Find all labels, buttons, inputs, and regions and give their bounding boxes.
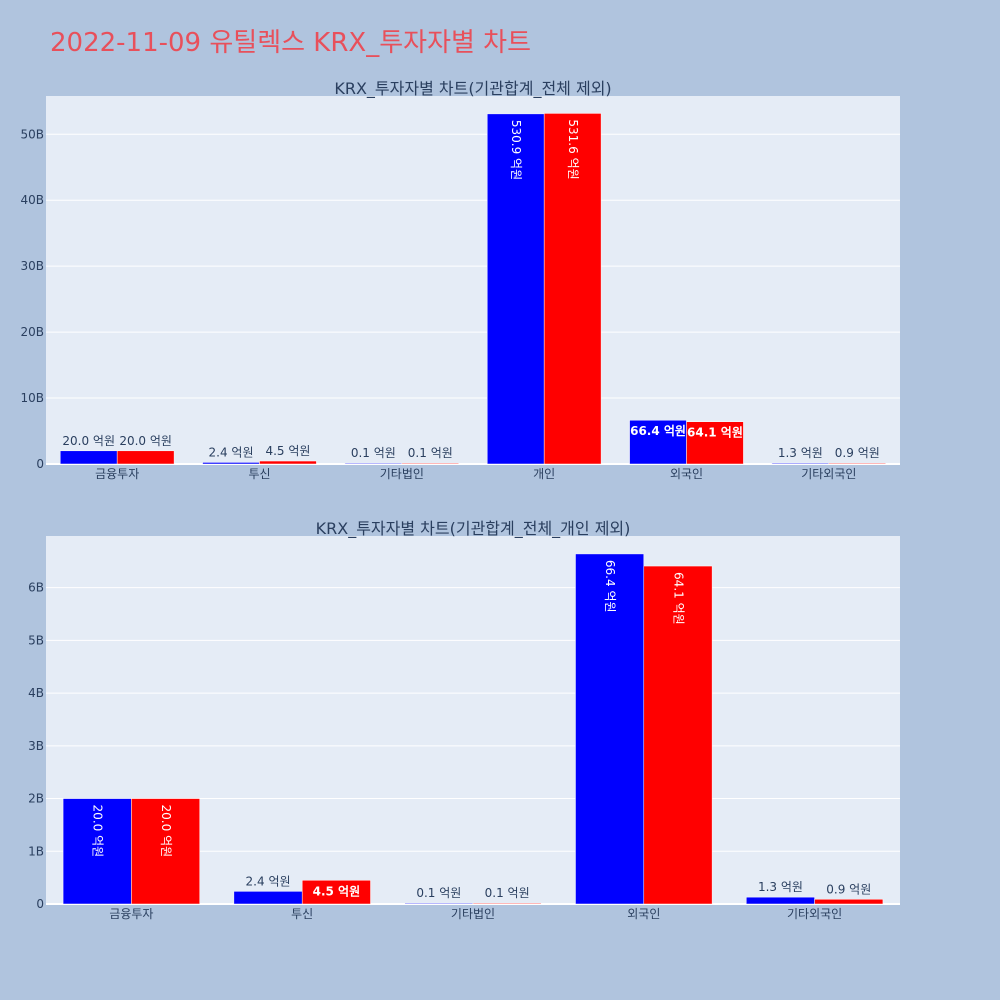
x-tick-label: 개인 [533,467,555,481]
bar-label: 0.1 억원 [416,886,461,900]
bar-label: 0.9 억원 [826,882,871,896]
bar-label: 531.6 억원 [566,119,580,179]
y-tick-label: 50B [20,127,44,141]
chart-institution-individual-excluded: 0 1B 2B 3B 4B 5B 6B KRX_투자자별 차트(기관합계_전체_개인 제외) 금… [28,519,900,921]
x-tick-label: 투신 [248,467,270,481]
bar [404,902,474,905]
x-tick-label: 기타법인 [451,907,495,921]
plot-area [46,96,900,464]
x-tick-label: 기타외국인 [787,907,842,921]
bar [259,460,317,465]
bar-label: 0.1 억원 [351,446,396,460]
bar [643,565,713,905]
x-tick-label: 외국인 [670,467,703,481]
bar-label: 4.5 억원 [265,444,310,458]
bar [771,462,830,465]
chart-title: KRX_투자자별 차트(기관합계_전체 제외) [334,79,611,99]
bar-label: 66.4 억원 [630,424,686,438]
bar [62,798,132,905]
x-tick-label: 투신 [291,907,313,921]
y-tick-label: 0 [36,457,44,471]
bar [828,462,887,465]
bar-label: 20.0 억원 [159,805,173,858]
bar-label: 20.0 억원 [62,434,115,448]
y-tick-label: 4B [28,686,44,700]
y-tick-label: 3B [28,739,44,753]
bar [629,419,687,465]
bar [131,798,200,905]
bar-label: 64.1 억원 [687,426,743,440]
bar-label: 0.1 억원 [408,446,453,460]
chart-title: KRX_투자자별 차트(기관합계_전체_개인 제외) [316,519,631,539]
y-tick-label: 0 [36,897,44,911]
bar-label: 530.9 억원 [509,120,523,180]
x-tick-label: 외국인 [627,907,660,921]
bar-label: 0.9 억원 [835,446,880,460]
bar [59,450,118,465]
y-tick-label: 40B [20,193,44,207]
x-tick-label: 금융투자 [109,907,153,921]
bar [575,553,645,905]
x-tick-label: 기타외국인 [801,467,856,481]
x-tick-label: 금융투자 [95,467,139,481]
x-tick-label: 기타법인 [380,467,424,481]
bar-label: 64.1 억원 [671,572,685,625]
y-tick-label: 10B [20,391,44,405]
y-tick-label: 6B [28,581,44,595]
y-tick-label: 5B [28,633,44,647]
chart-institution-excluded: 0 10B 20B 30B 40B 50B KRX_투자자별 차트(기관합계_전체 제외) 금… [20,79,900,481]
bar [344,462,403,465]
bar-label: 20.0 억원 [119,434,172,448]
bar [116,450,175,465]
bar [472,902,542,905]
bar-label: 1.3 억원 [758,880,803,894]
bar-label: 1.3 억원 [778,446,823,460]
bar [746,896,815,905]
bar [686,421,744,465]
y-tick-label: 2B [28,792,44,806]
bar [401,462,460,465]
bar-label: 4.5 억원 [313,884,361,898]
bar-label: 2.4 억원 [209,445,254,459]
y-tick-label: 20B [20,325,44,339]
bar [301,880,371,905]
bar-label: 66.4 억원 [603,560,617,613]
bar [233,891,303,905]
bar-label: 2.4 억원 [246,874,291,888]
bar [543,113,602,465]
bar [814,899,884,905]
page-title: 2022-11-09 유틸렉스 KRX_투자자별 차트 [50,28,532,58]
bar [202,462,260,465]
y-tick-label: 30B [20,259,44,273]
bar-label: 0.1 억원 [485,886,530,900]
y-tick-label: 1B [28,844,44,858]
bar-label: 20.0 억원 [91,805,105,858]
